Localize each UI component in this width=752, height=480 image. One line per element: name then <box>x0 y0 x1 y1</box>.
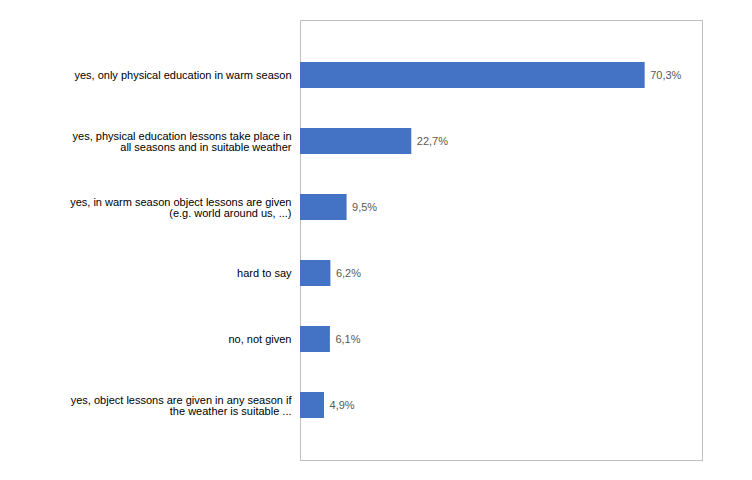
svg-text:yes, object lessons are given: yes, object lessons are given in any sea… <box>71 394 293 417</box>
svg-text:yes, physical education lesson: yes, physical education lessons take pla… <box>73 130 292 153</box>
svg-text:6,2%: 6,2% <box>336 267 361 279</box>
svg-text:no, not given: no, not given <box>229 333 292 345</box>
svg-text:9,5%: 9,5% <box>352 201 377 213</box>
svg-text:4,9%: 4,9% <box>330 399 355 411</box>
svg-text:22,7%: 22,7% <box>417 135 448 147</box>
svg-text:6,1%: 6,1% <box>335 333 360 345</box>
svg-text:yes, only physical education i: yes, only physical education in warm sea… <box>74 69 291 81</box>
svg-text:yes, in warm season object les: yes, in warm season object lessons are g… <box>70 196 291 219</box>
svg-text:hard to say: hard to say <box>237 267 292 279</box>
svg-text:70,3%: 70,3% <box>650 69 681 81</box>
